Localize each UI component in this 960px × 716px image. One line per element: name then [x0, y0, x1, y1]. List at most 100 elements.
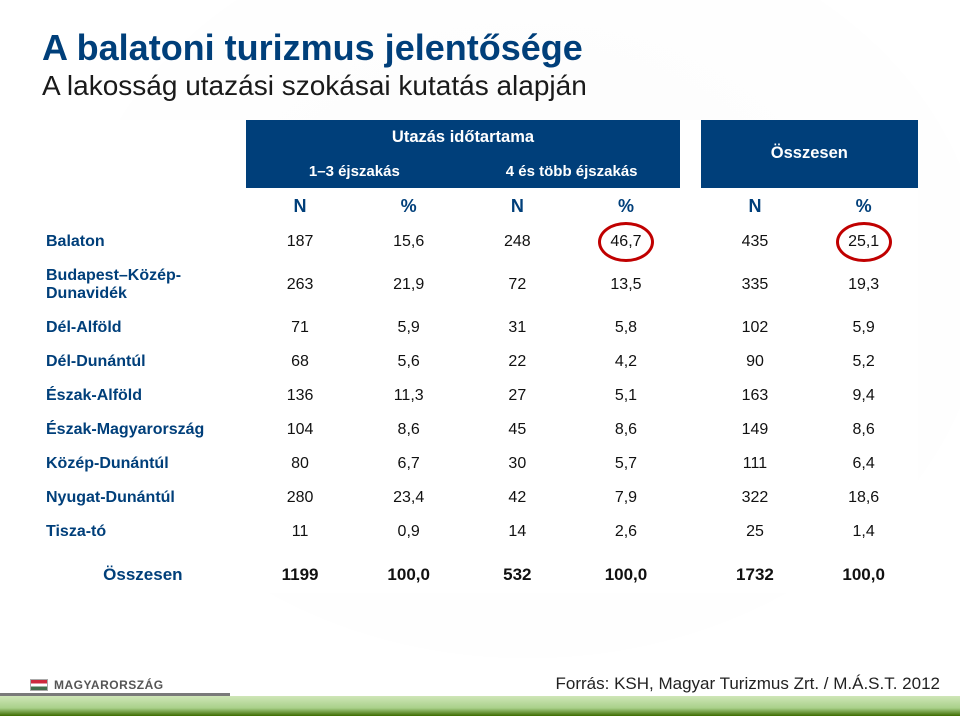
col-n: N [701, 188, 810, 225]
col-n: N [463, 188, 572, 225]
table-cell: 80 [246, 447, 355, 481]
circle-highlight-icon [836, 222, 892, 262]
table-cell: 1732 [701, 549, 810, 593]
col-pct: % [354, 188, 463, 225]
table-cell: 11 [246, 515, 355, 549]
table-cell: 5,9 [809, 311, 918, 345]
gap [680, 379, 700, 413]
table-cell: 25,1 [809, 225, 918, 259]
row-label: Észak-Alföld [42, 379, 246, 413]
page-title: A balatoni turizmus jelentősége [42, 28, 918, 68]
table-row: Dél-Alföld715,9315,81025,9 [42, 311, 918, 345]
gap [680, 447, 700, 481]
circle-highlight-icon [598, 222, 654, 262]
table-cell: 136 [246, 379, 355, 413]
table-cell: 100,0 [354, 549, 463, 593]
table-cell: 19,3 [809, 259, 918, 311]
header-sub-left: 1–3 éjszakás [246, 155, 463, 188]
table-cell: 25 [701, 515, 810, 549]
table-cell: 100,0 [572, 549, 681, 593]
hungary-flag-icon [30, 679, 48, 691]
table-cell: 2,6 [572, 515, 681, 549]
table-cell: 1199 [246, 549, 355, 593]
table-row: Dél-Dunántúl685,6224,2 905,2 [42, 345, 918, 379]
table-cell: 68 [246, 345, 355, 379]
gap [680, 225, 700, 259]
highlighted-cell: 25,1 [848, 233, 879, 251]
table-cell: 7,9 [572, 481, 681, 515]
table-header-groups: Utazás időtartama Összesen [42, 120, 918, 155]
header-total: Összesen [701, 120, 918, 188]
row-label: Budapest–Közép-Dunavidék [42, 259, 246, 311]
highlighted-cell: 46,7 [610, 233, 641, 251]
footer: MAGYARORSZÁG Forrás: KSH, Magyar Turizmu… [0, 664, 960, 716]
table-cell: 15,6 [354, 225, 463, 259]
table-cell: 4,2 [572, 345, 681, 379]
table-cell: 111 [701, 447, 810, 481]
table-header-np: N % N % N % [42, 188, 918, 225]
table-cell: 5,8 [572, 311, 681, 345]
table-cell: 163 [701, 379, 810, 413]
table-cell: 30 [463, 447, 572, 481]
table-cell: 263 [246, 259, 355, 311]
table-row: Nyugat-Dunántúl28023,4427,932218,6 [42, 481, 918, 515]
table-row: Balaton18715,6248 46,7 435 25,1 [42, 225, 918, 259]
table-cell: 102 [701, 311, 810, 345]
footer-logo: MAGYARORSZÁG [30, 678, 164, 692]
col-pct: % [809, 188, 918, 225]
table-cell: 5,7 [572, 447, 681, 481]
table-cell: 14 [463, 515, 572, 549]
table-cell: 5,1 [572, 379, 681, 413]
table-cell: 8,6 [572, 413, 681, 447]
table-cell: 6,4 [809, 447, 918, 481]
table-cell: 21,9 [354, 259, 463, 311]
table-row-totals: Összesen1199100,0532100,01732100,0 [42, 549, 918, 593]
table-cell: 104 [246, 413, 355, 447]
footer-logo-text: MAGYARORSZÁG [54, 678, 164, 692]
table-cell: 0,9 [354, 515, 463, 549]
table-cell: 5,2 [809, 345, 918, 379]
table-body: Balaton18715,6248 46,7 435 25,1 Budapest–Köz… [42, 225, 918, 593]
table-cell: 5,6 [354, 345, 463, 379]
footer-gradient [0, 696, 960, 716]
gap [680, 311, 700, 345]
page-subtitle: A lakosság utazási szokásai kutatás alap… [42, 70, 918, 102]
table-row: Közép-Dunántúl806,7305,7 1116,4 [42, 447, 918, 481]
gap [680, 549, 700, 593]
table-cell: 11,3 [354, 379, 463, 413]
table-row: Észak-Magyarország1048,6458,61498,6 [42, 413, 918, 447]
gap [680, 259, 700, 311]
table-cell: 8,6 [809, 413, 918, 447]
table-cell: 5,9 [354, 311, 463, 345]
table-cell: 187 [246, 225, 355, 259]
table-cell: 31 [463, 311, 572, 345]
row-label: Közép-Dunántúl [42, 447, 246, 481]
row-label: Dél-Dunántúl [42, 345, 246, 379]
row-label: Dél-Alföld [42, 311, 246, 345]
row-label: Észak-Magyarország [42, 413, 246, 447]
table-cell: 280 [246, 481, 355, 515]
table-cell: 6,7 [354, 447, 463, 481]
table-cell: 90 [701, 345, 810, 379]
table-cell: 23,4 [354, 481, 463, 515]
header-duration: Utazás időtartama [246, 120, 681, 155]
row-label: Tisza-tó [42, 515, 246, 549]
table-cell: 435 [701, 225, 810, 259]
table-row: Budapest–Közép-Dunavidék26321,97213,5335… [42, 259, 918, 311]
table-cell: 8,6 [354, 413, 463, 447]
table-row: Tisza-tó110,9142,6251,4 [42, 515, 918, 549]
row-label: Balaton [42, 225, 246, 259]
data-table: Utazás időtartama Összesen 1–3 éjszakás … [42, 120, 918, 593]
col-n: N [246, 188, 355, 225]
row-label: Összesen [42, 549, 246, 593]
footer-source: Forrás: KSH, Magyar Turizmus Zrt. / M.Á.… [556, 674, 940, 694]
table-row: Észak-Alföld13611,3275,11639,4 [42, 379, 918, 413]
table-cell: 22 [463, 345, 572, 379]
table-cell: 9,4 [809, 379, 918, 413]
table-cell: 71 [246, 311, 355, 345]
table-cell: 335 [701, 259, 810, 311]
table-cell: 100,0 [809, 549, 918, 593]
table-cell: 149 [701, 413, 810, 447]
table-cell: 13,5 [572, 259, 681, 311]
table-cell: 248 [463, 225, 572, 259]
